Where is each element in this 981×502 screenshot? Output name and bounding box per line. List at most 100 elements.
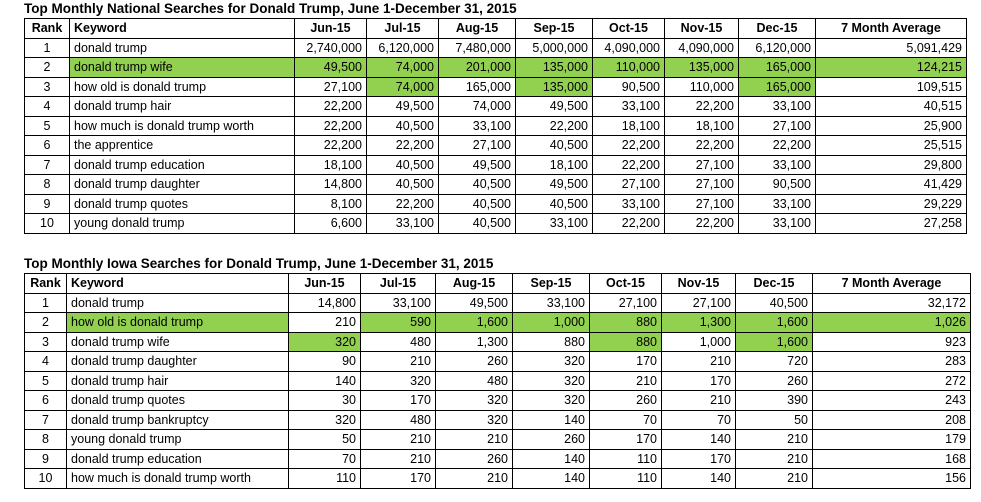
cell-nov-15: 27,100 (664, 174, 739, 195)
header-7-month-average: 7 Month Average (815, 18, 967, 39)
cell-oct-15: 18,100 (592, 115, 665, 136)
cell-rank: 7 (24, 154, 70, 175)
cell-oct-15: 33,100 (592, 193, 665, 214)
cell-oct-15: 27,100 (592, 174, 665, 195)
header-jun-15: Jun-15 (288, 273, 361, 294)
header-oct-15: Oct-15 (589, 273, 662, 294)
table-row: 9 donald trump quotes 8,100 22,200 40,500 40,… (24, 193, 967, 214)
cell-keyword: how old is donald trump (66, 312, 289, 333)
cell-oct-15: 33,100 (592, 96, 665, 117)
cell-rank: 9 (24, 193, 70, 214)
cell-keyword: young donald trump (69, 213, 295, 234)
cell-sep-15: 260 (512, 429, 590, 450)
cell-oct-15: 880 (589, 312, 662, 333)
cell-oct-15: 110,000 (592, 57, 665, 78)
cell-dec-15: 210 (735, 468, 813, 489)
cell-jun-15: 27,100 (294, 76, 367, 97)
cell-jul-15: 590 (360, 312, 436, 333)
cell-jul-15: 74,000 (366, 57, 439, 78)
cell-rank: 2 (24, 312, 67, 333)
cell-nov-15: 170 (661, 448, 736, 469)
cell-nov-15: 27,100 (661, 292, 736, 313)
cell-aug-15: 480 (435, 370, 513, 391)
cell-jun-15: 50 (288, 429, 361, 450)
cell-rank: 1 (24, 37, 70, 58)
cell-oct-15: 880 (589, 331, 662, 352)
cell-7-month-average: 29,800 (815, 154, 967, 175)
cell-aug-15: 33,100 (438, 115, 516, 136)
cell-oct-15: 210 (589, 370, 662, 391)
cell-oct-15: 110 (589, 468, 662, 489)
cell-dec-15: 720 (735, 351, 813, 372)
cell-aug-15: 27,100 (438, 135, 516, 156)
cell-7-month-average: 25,515 (815, 135, 967, 156)
table-row: 2 donald trump wife 49,500 74,000 201,000 135… (24, 57, 967, 78)
cell-oct-15: 22,200 (592, 213, 665, 234)
cell-jul-15: 480 (360, 331, 436, 352)
cell-keyword: donald trump education (69, 154, 295, 175)
cell-keyword: how much is donald trump worth (66, 468, 289, 489)
cell-aug-15: 201,000 (438, 57, 516, 78)
cell-nov-15: 1,300 (661, 312, 736, 333)
header-oct-15: Oct-15 (592, 18, 665, 39)
table-row: 2 how old is donald trump 210 590 1,600 1,000… (24, 312, 971, 333)
cell-oct-15: 22,200 (592, 154, 665, 175)
cell-sep-15: 40,500 (515, 135, 593, 156)
cell-oct-15: 4,090,000 (592, 37, 665, 58)
cell-dec-15: 33,100 (738, 96, 816, 117)
national-table-title: Top Monthly National Searches for Donald… (24, 1, 517, 16)
cell-jul-15: 33,100 (366, 213, 439, 234)
cell-7-month-average: 156 (812, 468, 971, 489)
cell-oct-15: 70 (589, 409, 662, 430)
cell-sep-15: 140 (512, 468, 590, 489)
cell-7-month-average: 5,091,429 (815, 37, 967, 58)
table-row: 7 donald trump education 18,100 40,500 49,50… (24, 154, 967, 175)
cell-nov-15: 210 (661, 390, 736, 411)
cell-dec-15: 22,200 (738, 135, 816, 156)
table-row: 3 how old is donald trump 27,100 74,000 165,… (24, 76, 967, 97)
cell-dec-15: 165,000 (738, 76, 816, 97)
header-row: Rank Keyword Jun-15 Jul-15 Aug-15 Sep-15 Oct-1… (24, 18, 967, 39)
cell-aug-15: 320 (435, 409, 513, 430)
cell-oct-15: 170 (589, 351, 662, 372)
cell-oct-15: 170 (589, 429, 662, 450)
cell-keyword: donald trump education (66, 448, 289, 469)
cell-rank: 2 (24, 57, 70, 78)
cell-rank: 3 (24, 76, 70, 97)
header-aug-15: Aug-15 (438, 18, 516, 39)
cell-nov-15: 27,100 (664, 154, 739, 175)
cell-jul-15: 6,120,000 (366, 37, 439, 58)
cell-oct-15: 260 (589, 390, 662, 411)
cell-dec-15: 210 (735, 448, 813, 469)
cell-aug-15: 210 (435, 429, 513, 450)
cell-jul-15: 49,500 (366, 96, 439, 117)
cell-sep-15: 320 (512, 351, 590, 372)
cell-7-month-average: 32,172 (812, 292, 971, 313)
cell-keyword: donald trump hair (66, 370, 289, 391)
cell-dec-15: 27,100 (738, 115, 816, 136)
cell-jun-15: 8,100 (294, 193, 367, 214)
cell-7-month-average: 25,900 (815, 115, 967, 136)
cell-sep-15: 18,100 (515, 154, 593, 175)
cell-7-month-average: 923 (812, 331, 971, 352)
table-row: 8 young donald trump 50 210 210 260 170 140 210 1… (24, 429, 971, 450)
cell-nov-15: 140 (661, 468, 736, 489)
header-dec-15: Dec-15 (738, 18, 816, 39)
cell-sep-15: 33,100 (512, 292, 590, 313)
cell-nov-15: 70 (661, 409, 736, 430)
cell-jul-15: 210 (360, 448, 436, 469)
header-row: Rank Keyword Jun-15 Jul-15 Aug-15 Sep-15 Oct-1… (24, 273, 971, 294)
cell-dec-15: 1,600 (735, 331, 813, 352)
cell-jun-15: 140 (288, 370, 361, 391)
cell-jul-15: 33,100 (360, 292, 436, 313)
cell-keyword: donald trump (66, 292, 289, 313)
cell-sep-15: 140 (512, 409, 590, 430)
cell-7-month-average: 272 (812, 370, 971, 391)
cell-oct-15: 22,200 (592, 135, 665, 156)
cell-7-month-average: 40,515 (815, 96, 967, 117)
table-row: 10 how much is donald trump worth 110 170 21… (24, 468, 971, 489)
table-row: 4 donald trump hair 22,200 49,500 74,000 49,5… (24, 96, 967, 117)
cell-dec-15: 165,000 (738, 57, 816, 78)
iowa-searches-table: Rank Keyword Jun-15 Jul-15 Aug-15 Sep-15 Oct-1… (24, 273, 971, 489)
cell-jun-15: 49,500 (294, 57, 367, 78)
